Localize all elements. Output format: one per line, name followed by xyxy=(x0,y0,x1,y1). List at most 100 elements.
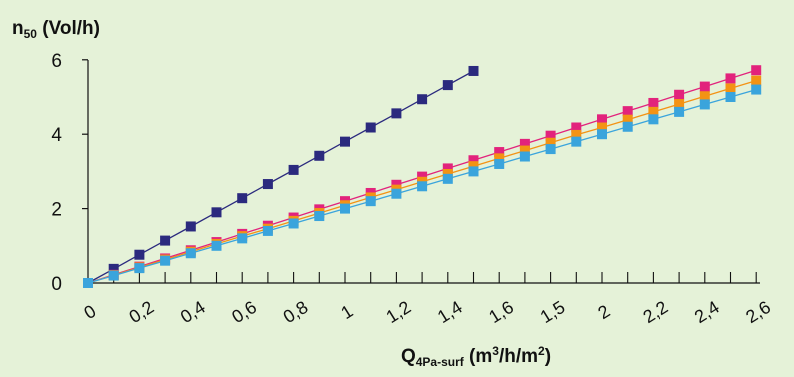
x-tick-label: 0,2 xyxy=(125,297,157,327)
data-point xyxy=(391,108,402,119)
data-point xyxy=(468,65,479,76)
x-tick-label: 1,5 xyxy=(537,297,569,327)
data-point xyxy=(699,81,710,92)
x-tick-label: 0,4 xyxy=(177,297,209,327)
x-ticks: 0 0,2 0,4 0,6 0,8 1 1,2 1,4 1,6 1,5 2 2,2 2,4 2,6 xyxy=(80,272,774,327)
data-point xyxy=(237,193,248,204)
data-point xyxy=(340,136,350,147)
data-point xyxy=(699,91,710,102)
data-point xyxy=(622,106,633,117)
x-tick-label: 2,4 xyxy=(691,297,723,327)
data-point xyxy=(288,218,299,229)
data-point xyxy=(545,137,556,148)
data-point xyxy=(699,99,710,110)
data-point xyxy=(571,129,582,140)
data-point xyxy=(83,278,93,288)
data-point xyxy=(262,225,273,236)
x-tick-label: 1,6 xyxy=(485,297,517,327)
data-point xyxy=(494,147,505,158)
data-point xyxy=(674,99,685,110)
y-axis-title-sub: 50 xyxy=(24,27,38,41)
x-axis-title: Q4Pa-surf (m3/h/m2) xyxy=(401,344,551,369)
data-point xyxy=(519,151,530,162)
data-point xyxy=(725,92,736,102)
data-point xyxy=(314,150,325,161)
y-ticks: 0 2 4 6 xyxy=(51,51,88,295)
data-point xyxy=(468,155,479,166)
y-axis-title: n50 (Vol/h) xyxy=(12,18,100,41)
y-tick-label: 4 xyxy=(51,125,62,146)
series-line xyxy=(87,70,474,284)
data-point xyxy=(751,84,762,95)
data-point xyxy=(365,196,376,207)
data-point xyxy=(519,138,530,149)
data-point xyxy=(622,121,633,132)
data-point xyxy=(751,75,762,86)
data-point xyxy=(468,161,479,172)
data-point xyxy=(597,114,607,125)
data-point xyxy=(365,122,376,133)
data-point xyxy=(725,73,736,84)
data-point xyxy=(417,171,428,182)
x-tick-label: 0,8 xyxy=(280,297,312,327)
y-tick-label: 6 xyxy=(51,51,62,72)
data-point xyxy=(185,221,196,232)
data-point xyxy=(391,188,402,199)
data-point xyxy=(442,163,453,174)
data-point xyxy=(108,270,119,281)
data-point xyxy=(571,122,582,133)
data-point xyxy=(494,158,505,169)
x-tick-label: 0,6 xyxy=(228,297,260,327)
x-axis-title-rest-a: (m xyxy=(464,346,493,367)
data-point xyxy=(417,94,428,105)
y-axis-title-main: n xyxy=(12,18,24,39)
y-axis-title-rest: (Vol/h) xyxy=(37,18,100,39)
data-point xyxy=(288,164,299,175)
data-point xyxy=(648,106,659,117)
data-point xyxy=(545,144,556,155)
data-point xyxy=(160,235,171,246)
x-axis-title-main: Q xyxy=(401,346,416,367)
data-point xyxy=(134,249,145,260)
data-point xyxy=(108,263,119,274)
data-point xyxy=(237,233,248,244)
x-axis-title-rest-b: /h/m xyxy=(499,346,538,367)
data-point xyxy=(597,129,607,140)
data-point xyxy=(674,89,685,100)
y-tick-label: 2 xyxy=(51,200,62,221)
data-point xyxy=(134,263,145,274)
data-point xyxy=(648,114,659,125)
data-point xyxy=(622,114,633,125)
data-point xyxy=(340,203,350,214)
data-point xyxy=(262,179,273,190)
x-tick-label: 1,2 xyxy=(382,297,414,327)
x-tick-label: 1 xyxy=(337,301,356,323)
x-axis-title-rest-c: ) xyxy=(545,346,551,367)
data-point xyxy=(725,83,736,94)
x-tick-label: 0 xyxy=(80,301,99,323)
data-point xyxy=(442,173,453,184)
data-point xyxy=(211,240,222,251)
x-axis-title-sup2: 2 xyxy=(538,344,545,358)
data-point xyxy=(674,106,685,117)
data-point xyxy=(597,122,607,133)
data-point xyxy=(494,153,505,164)
data-point xyxy=(648,97,659,108)
x-axis-title-sup1: 3 xyxy=(492,344,499,358)
x-tick-label: 1,4 xyxy=(434,297,466,327)
data-point xyxy=(571,136,582,147)
data-point xyxy=(417,181,428,192)
data-point xyxy=(468,166,479,177)
data-point xyxy=(314,211,325,222)
data-point xyxy=(185,248,196,259)
x-tick-label: 2,6 xyxy=(742,297,774,327)
data-point xyxy=(160,255,171,266)
x-axis-title-sub: 4Pa-surf xyxy=(416,355,465,369)
x-tick-label: 2 xyxy=(594,301,613,323)
data-point xyxy=(751,65,762,76)
y-tick-label: 0 xyxy=(51,274,62,295)
series-layer xyxy=(83,65,762,288)
x-tick-label: 2,2 xyxy=(639,297,671,327)
data-point xyxy=(211,207,222,218)
